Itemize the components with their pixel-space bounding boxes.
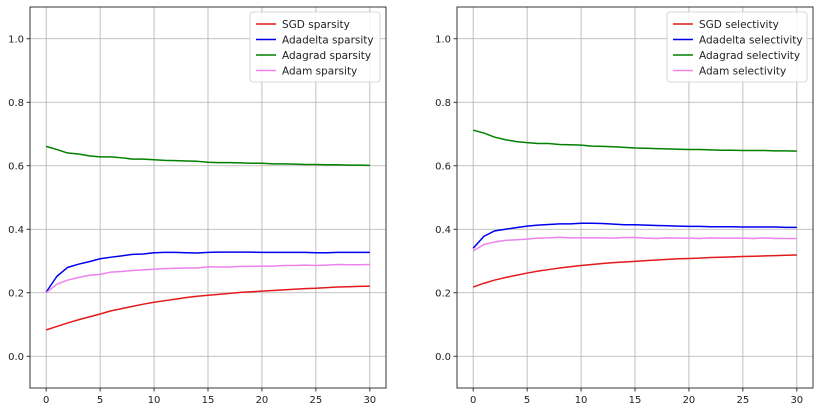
series-line-3	[45, 263, 370, 294]
legend-box	[666, 11, 808, 83]
legend-label: Adadelta selectivity	[699, 34, 803, 46]
legend: SGD sparsity Adadelta sparsity Adagrad spa…	[249, 11, 381, 83]
sparsity-plot: 0 5 10 15 20 25 30 0.0 0.2 0.4 0.6 0.8 1.0 SGD sparsi…	[8, 6, 387, 406]
x-tick-label: 30	[363, 395, 376, 406]
series-line-1	[45, 251, 370, 293]
series-line-0	[45, 285, 370, 331]
legend-label: SGD selectivity	[699, 19, 779, 31]
y-tick-label: 1.0	[435, 34, 451, 45]
y-tick-label: 0.4	[8, 225, 24, 236]
y-tick-label: 0.8	[8, 98, 24, 109]
legend: SGD selectivity Adadelta selectivity Adagr…	[666, 11, 808, 83]
x-tick-label: 30	[790, 395, 803, 406]
y-tick-label: 0.8	[435, 98, 451, 109]
x-tick-label: 10	[148, 395, 161, 406]
y-tick-label: 0.2	[8, 288, 24, 299]
x-tick-label: 0	[470, 395, 476, 406]
y-tick-label: 0.6	[8, 161, 24, 172]
y-tick-label: 1.0	[8, 34, 24, 45]
legend-label: SGD sparsity	[282, 19, 350, 31]
x-tick-label: 25	[737, 395, 750, 406]
series-line-1	[472, 222, 797, 249]
x-tick-label: 15	[629, 395, 642, 406]
x-tick-label: 25	[310, 395, 323, 406]
selectivity-plot: 0 5 10 15 20 25 30 0.0 0.2 0.4 0.6 0.8 1.0 SGD select…	[435, 6, 814, 406]
x-tick-label: 15	[202, 395, 215, 406]
x-tick-label: 5	[524, 395, 530, 406]
y-tick-label: 0.0	[435, 352, 451, 363]
x-tick-label: 10	[575, 395, 588, 406]
legend-label: Adagrad selectivity	[699, 50, 800, 62]
grid	[457, 7, 813, 388]
series-line-2	[45, 145, 370, 167]
x-tick-label: 20	[256, 395, 269, 406]
legend-label: Adam selectivity	[699, 65, 786, 77]
series-line-2	[472, 129, 797, 152]
legend-label: Adagrad sparsity	[282, 50, 371, 62]
y-tick-label: 0.6	[435, 161, 451, 172]
legend-box	[249, 11, 381, 83]
series-line-0	[472, 254, 797, 288]
y-tick-label: 0.2	[435, 288, 451, 299]
series-line-3	[472, 236, 797, 252]
y-tick-label: 0.4	[435, 225, 451, 236]
x-tick-label: 0	[43, 395, 49, 406]
y-tick-label: 0.0	[8, 352, 24, 363]
x-tick-label: 20	[683, 395, 696, 406]
x-tick-label: 5	[97, 395, 103, 406]
legend-label: Adadelta sparsity	[282, 34, 374, 46]
legend-label: Adam sparsity	[282, 65, 357, 77]
